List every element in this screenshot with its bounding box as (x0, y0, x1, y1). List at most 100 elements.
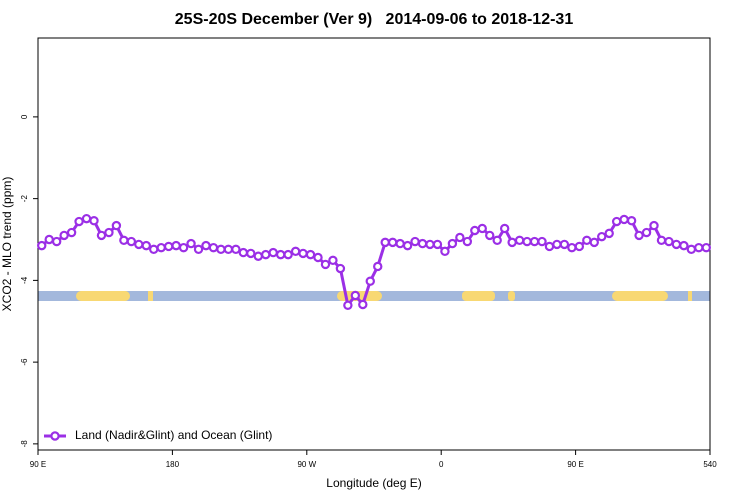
data-point (582, 235, 592, 246)
legend-label: Land (Nadir&Glint) and Ocean (Glint) (75, 428, 272, 442)
data-point (119, 235, 129, 246)
x-tick-label: 540 (703, 460, 717, 469)
data-point (380, 237, 390, 248)
x-tick-label: 180 (166, 460, 180, 469)
data-point (171, 240, 181, 251)
data-point (320, 259, 331, 270)
data-point (425, 239, 435, 250)
data-point (350, 290, 361, 301)
chart-title: 25S-20S December (Ver 9) 2014-09-06 to 2… (175, 11, 574, 28)
data-point (574, 241, 585, 252)
data-point (365, 276, 375, 286)
data-point (559, 239, 570, 250)
data-point (664, 236, 674, 247)
data-point (298, 248, 308, 259)
land-segment (462, 291, 495, 301)
data-point (462, 236, 473, 247)
land-segment (612, 291, 668, 301)
data-point (66, 227, 77, 238)
data-point (544, 241, 555, 252)
data-point (522, 236, 532, 247)
data-point (193, 244, 204, 255)
data-point (567, 242, 577, 253)
data-point (373, 261, 383, 272)
x-tick-label: 90 E (567, 460, 583, 469)
data-point (208, 242, 219, 253)
data-point (507, 237, 517, 248)
data-point (149, 244, 159, 255)
data-point (81, 213, 92, 224)
x-tick-label: 0 (439, 460, 444, 469)
data-point (432, 239, 443, 250)
data-point (261, 249, 271, 260)
data-point (216, 244, 226, 255)
data-point (111, 220, 122, 231)
data-point (671, 239, 682, 250)
data-point (126, 236, 137, 247)
legend-marker (50, 431, 60, 441)
data-point (313, 252, 323, 263)
data-point (358, 299, 368, 310)
data-point (246, 248, 256, 259)
data-point (104, 227, 114, 238)
y-tick-label: 0 (20, 114, 29, 119)
data-point (649, 220, 659, 231)
data-point (59, 230, 69, 241)
data-point (656, 235, 667, 246)
x-tick-label: 90 W (297, 460, 316, 469)
data-point (701, 242, 711, 253)
x-tick-label: 90 E (30, 460, 46, 469)
data-point (499, 223, 510, 234)
data-point (163, 241, 174, 252)
data-point (141, 240, 151, 251)
data-point (89, 216, 99, 226)
data-point (552, 239, 562, 250)
data-point (387, 237, 398, 248)
data-point (626, 216, 637, 226)
data-point (305, 249, 316, 260)
data-point (335, 263, 346, 274)
data-point (37, 240, 47, 251)
data-point (402, 240, 413, 251)
data-point (410, 236, 420, 247)
data-point (514, 235, 525, 246)
data-point (290, 246, 301, 257)
data-point (537, 236, 547, 247)
data-point (589, 237, 599, 248)
data-point (440, 246, 450, 257)
data-point (343, 300, 353, 311)
data-point (686, 244, 697, 255)
data-point (492, 235, 502, 246)
data-point (619, 214, 629, 225)
data-point (641, 227, 652, 238)
y-axis-label: XCO2 - MLO trend (ppm) (0, 177, 14, 312)
data-point (178, 242, 189, 253)
data-point (223, 244, 234, 255)
data-point (529, 236, 540, 247)
data-point (51, 236, 62, 247)
data-point (455, 232, 465, 243)
y-tick-label: -2 (20, 195, 29, 203)
data-point (417, 238, 428, 249)
data-point (634, 230, 644, 241)
data-point (328, 255, 338, 266)
data-point (395, 238, 405, 249)
land-ocean-band (38, 291, 710, 301)
data-point (253, 251, 263, 261)
data-point (134, 239, 144, 250)
data-point (597, 231, 607, 242)
data-point (679, 240, 689, 251)
land-segment (688, 291, 692, 301)
data-point (231, 244, 241, 255)
data-point (186, 238, 196, 249)
data-point (447, 238, 458, 249)
land-segment (508, 291, 515, 301)
y-tick-label: -4 (20, 276, 29, 284)
data-point (694, 242, 704, 253)
data-point (156, 242, 166, 253)
land-segment (148, 291, 153, 301)
data-point (283, 249, 293, 260)
data-point (604, 228, 614, 239)
data-point (238, 247, 249, 258)
